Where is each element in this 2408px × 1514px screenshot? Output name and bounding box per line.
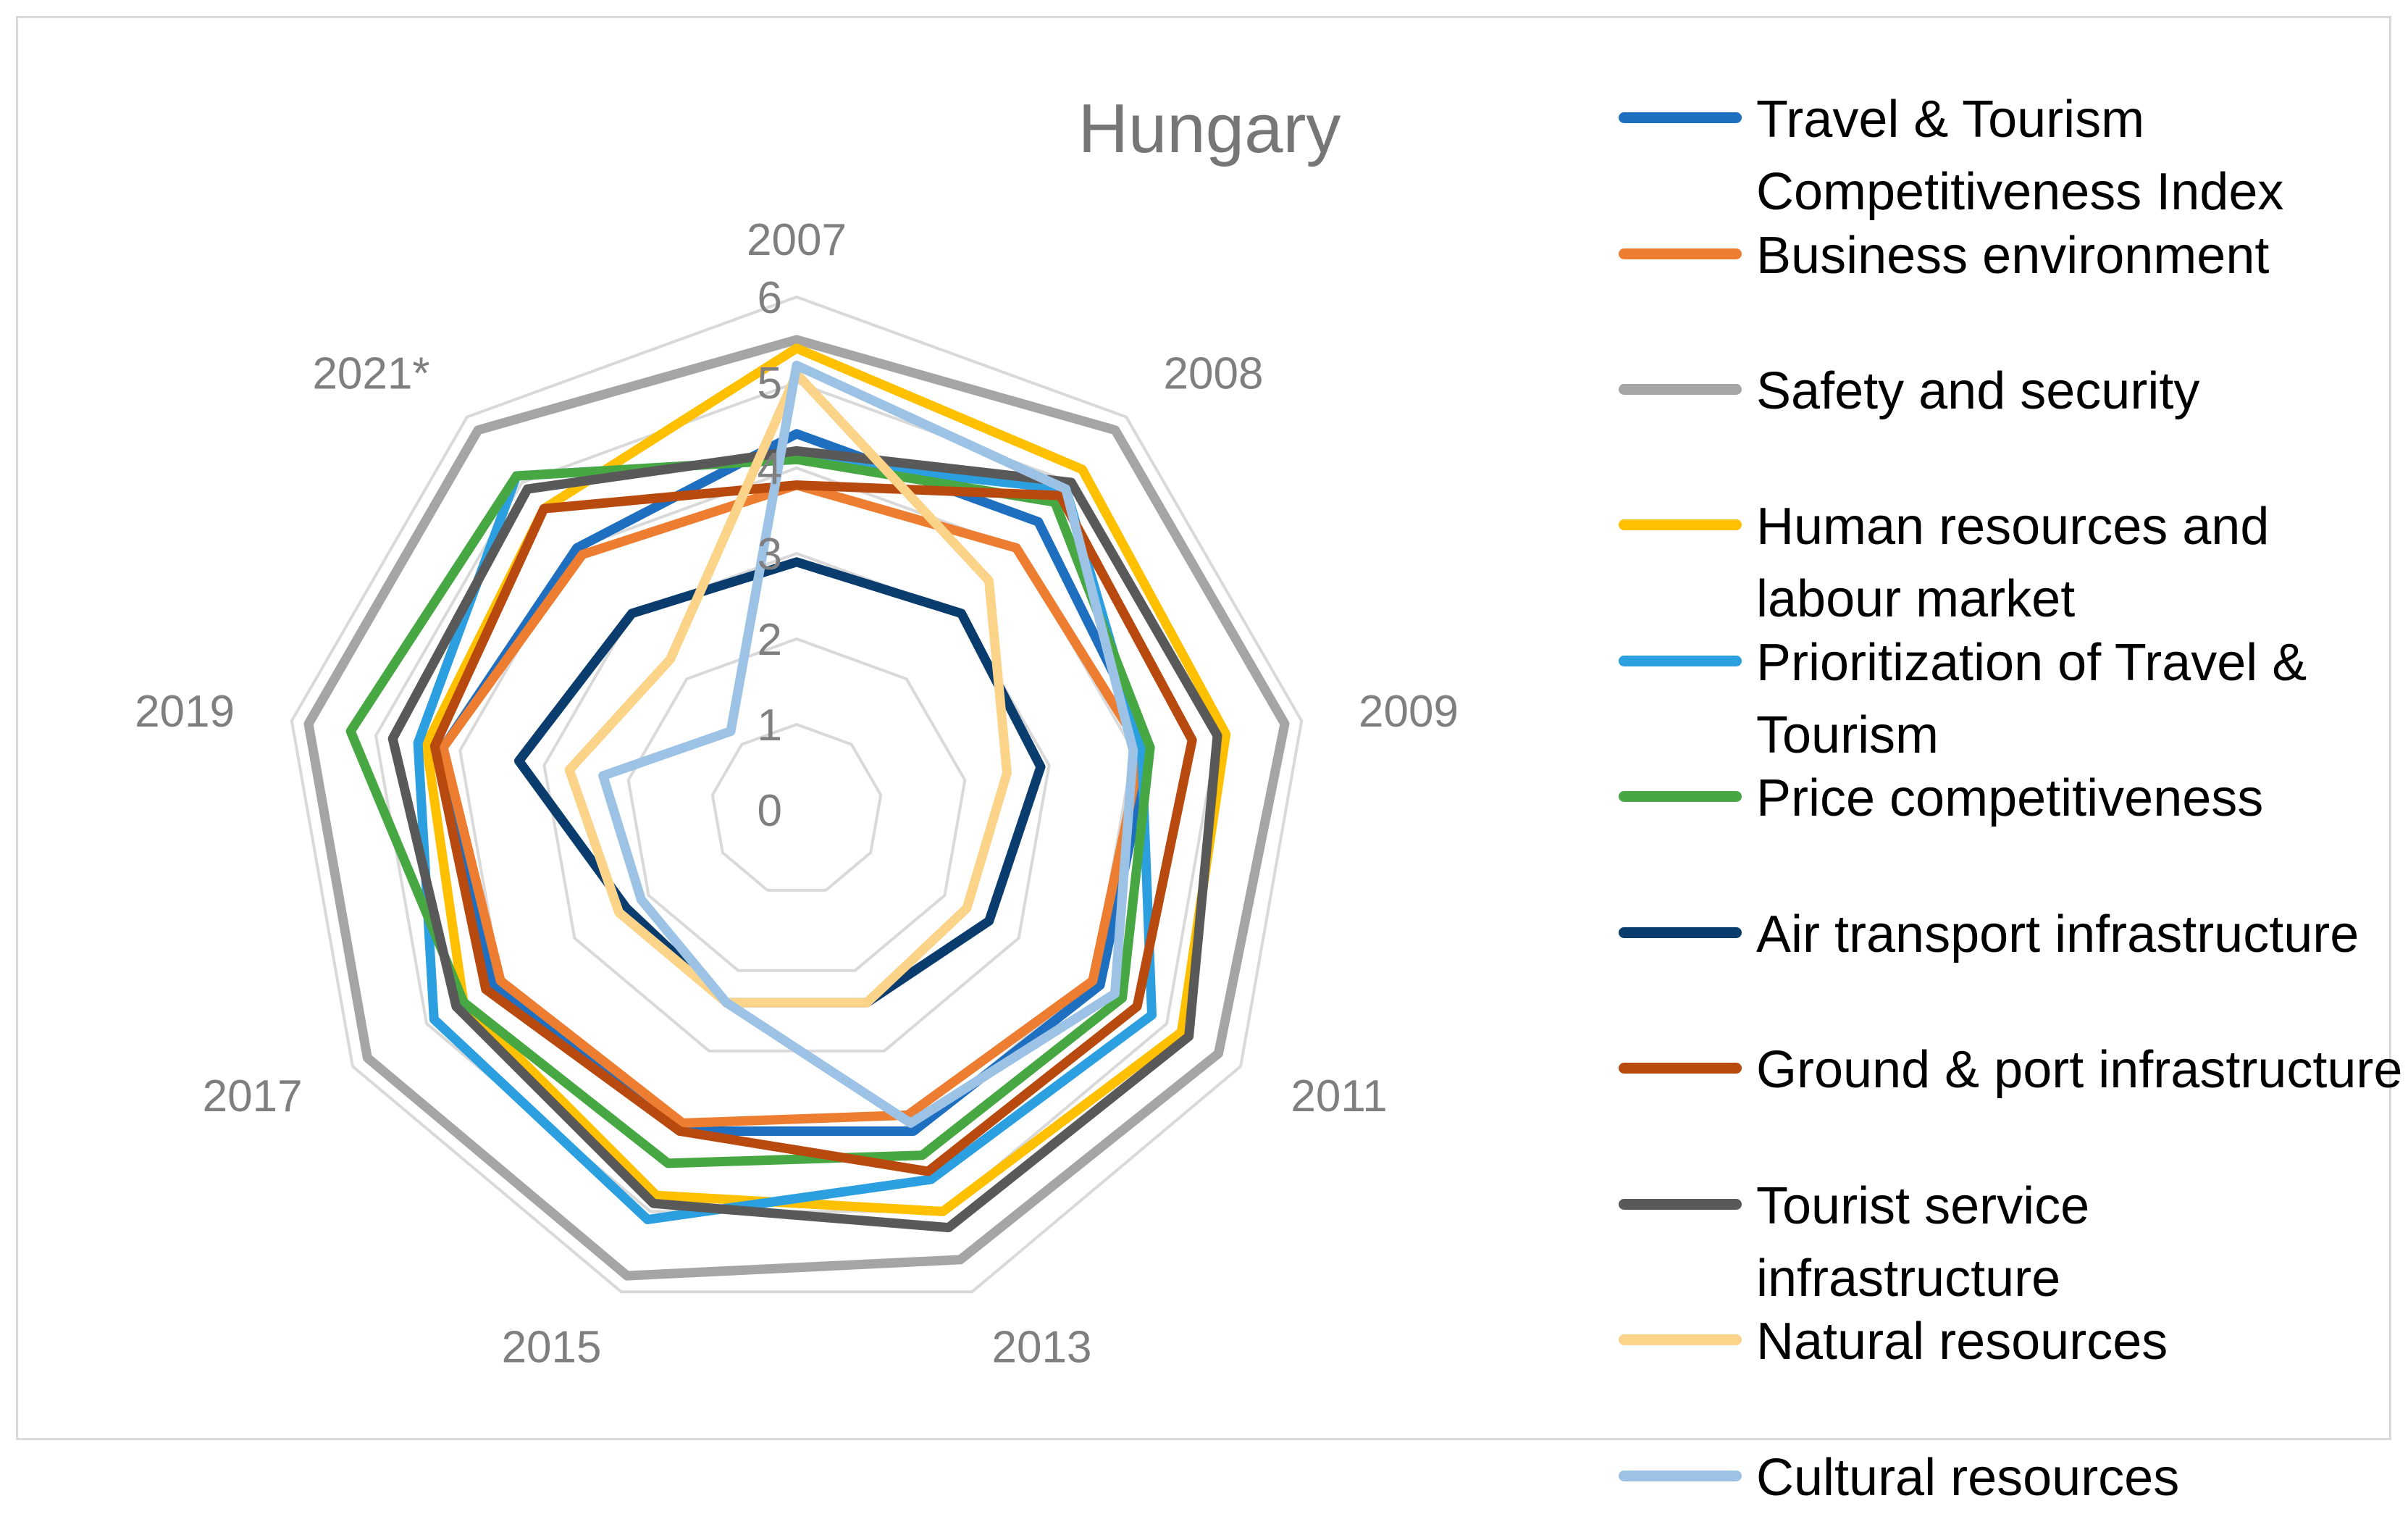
grid-ring-6 [290, 295, 1304, 1294]
radial-tick-label: 0 [758, 786, 782, 836]
radial-tick-label: 5 [758, 359, 782, 409]
legend-label: Natural resources [1756, 1313, 2168, 1371]
legend-swatch [1619, 519, 1742, 530]
series-line-9 [564, 369, 1012, 1008]
legend-label: Prioritization of Travel & Tourism [1756, 634, 2307, 764]
legend-swatch [1619, 1199, 1742, 1210]
legend-swatch [1619, 112, 1742, 123]
legend-label: Travel & Tourism Competitiveness Index [1756, 91, 2284, 221]
radial-tick-label: 1 [758, 700, 782, 750]
legend-swatch [1619, 1471, 1742, 1481]
legend-label: Human resources and labour market [1756, 498, 2270, 628]
legend-label: Price competitiveness [1756, 769, 2264, 827]
legend-label: Safety and security [1756, 362, 2200, 420]
category-label: 2017 [203, 1071, 303, 1121]
series-line-0 [438, 429, 1155, 1136]
series-line-7 [429, 480, 1197, 1176]
category-label: 2011 [1291, 1071, 1387, 1121]
category-label: 2019 [135, 687, 235, 737]
category-label: 2009 [1359, 687, 1459, 737]
radial-tick-label: 3 [758, 530, 782, 580]
legend-swatch [1619, 384, 1742, 395]
category-label: 2007 [747, 215, 847, 265]
grid-ring-1 [710, 722, 883, 892]
category-label: 2015 [502, 1323, 602, 1373]
series-line-4 [413, 454, 1157, 1224]
radial-tick-label: 4 [758, 444, 782, 494]
legend-label: Air transport infrastructure [1756, 906, 2359, 963]
legend-swatch [1619, 1063, 1742, 1074]
legend-swatch [1619, 1334, 1742, 1345]
radar-chart: 0 1 2 3 4 5 6 2007 2008 2009 2011 2013 2015 2017 2019 2… [135, 90, 1459, 1373]
grid-ring-2 [626, 637, 967, 972]
series-lines [303, 335, 1290, 1281]
legend-label: Cultural resources [1756, 1449, 2180, 1507]
chart-title: Hungary [1078, 90, 1341, 167]
legend-swatch [1619, 791, 1742, 802]
series-line-2 [303, 335, 1290, 1281]
legend-label: Tourist service infrastructure [1756, 1177, 2090, 1308]
radial-tick-label: 2 [758, 615, 782, 665]
series-line-1 [438, 480, 1146, 1128]
category-label: 2021* [312, 348, 429, 398]
series-line-10 [598, 360, 1138, 1128]
category-label: 2013 [992, 1323, 1092, 1373]
legend-label: Business environment [1756, 227, 2270, 285]
legend-label: Ground & port infrastructure [1756, 1041, 2403, 1099]
legend-swatch [1619, 248, 1742, 259]
axis-labels: 0 1 2 3 4 5 6 2007 2008 2009 2011 2013 2015 2017 2019 2… [135, 215, 1459, 1373]
category-label: 2008 [1164, 348, 1264, 398]
chart-frame: 0 1 2 3 4 5 6 2007 2008 2009 2011 2013 2015 2017 2019 2… [16, 16, 2402, 1507]
series-line-8 [387, 446, 1222, 1233]
radial-tick-label: 6 [758, 273, 782, 323]
legend-swatch [1619, 927, 1742, 938]
legend-swatch [1619, 656, 1742, 666]
